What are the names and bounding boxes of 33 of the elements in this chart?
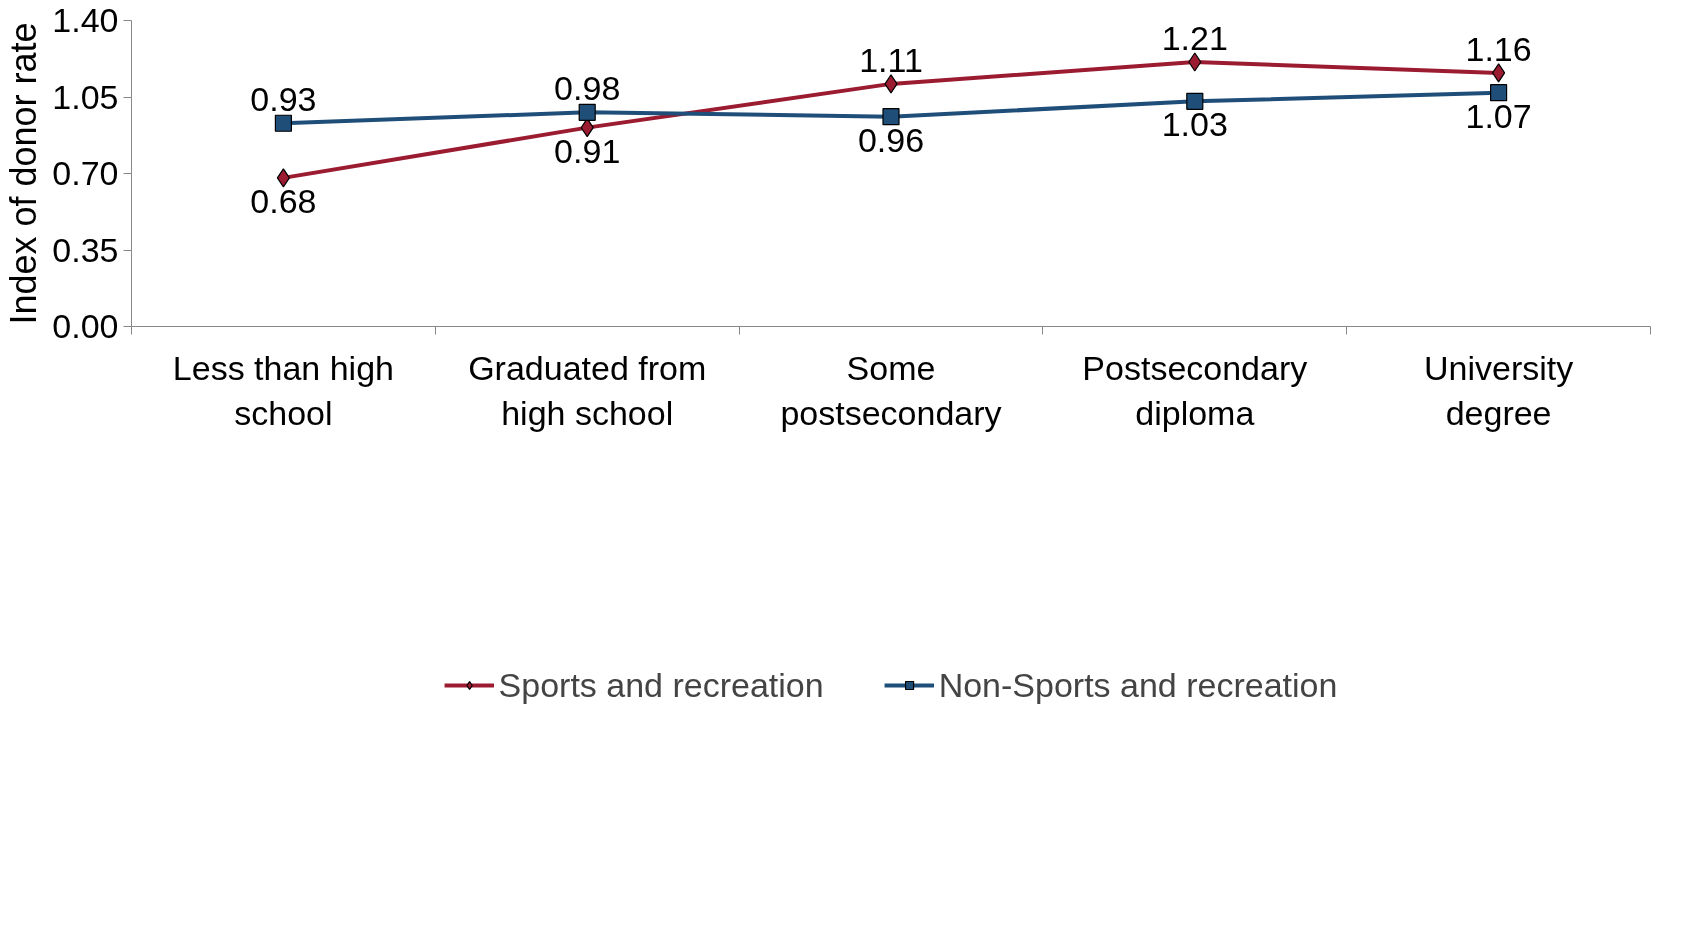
text: 0.00 bbox=[52, 307, 119, 345]
x-tick-label: Postsecondary diploma bbox=[1082, 348, 1308, 433]
x-tick-label: University degree bbox=[1423, 348, 1574, 433]
point bbox=[1490, 84, 1508, 102]
point bbox=[1186, 92, 1204, 110]
y-axis-title: Index of donor rate bbox=[3, 22, 45, 325]
legend-label: Sports and recreation bbox=[498, 665, 824, 705]
text: 0.35 bbox=[52, 230, 119, 269]
x-tick-label: Less than high school bbox=[172, 348, 394, 433]
text: 0.70 bbox=[52, 154, 119, 192]
x-tick-label: Some postsecondary bbox=[780, 348, 1002, 433]
data-label: 1.21 bbox=[1161, 19, 1228, 58]
data-label: 1.03 bbox=[1161, 105, 1228, 144]
data-label: 0.98 bbox=[554, 69, 621, 108]
data-label: 0.96 bbox=[857, 120, 925, 159]
data-label: 0.93 bbox=[250, 80, 317, 119]
point bbox=[274, 114, 292, 132]
point bbox=[276, 168, 290, 188]
data-label: 1.07 bbox=[1465, 96, 1532, 135]
point bbox=[578, 103, 596, 121]
text: 1.40 bbox=[52, 1, 119, 39]
data-label: 1.16 bbox=[1465, 29, 1532, 68]
data-label: 0.91 bbox=[554, 131, 621, 170]
data-label: 1.11 bbox=[859, 40, 923, 79]
x-tick-label: Graduated from high school bbox=[468, 348, 707, 433]
point bbox=[1188, 52, 1202, 72]
legend-label: Non-Sports and recreation bbox=[938, 665, 1338, 705]
point bbox=[1492, 63, 1506, 83]
data-label: 0.68 bbox=[250, 181, 317, 220]
point bbox=[580, 118, 594, 138]
point bbox=[882, 108, 900, 126]
point bbox=[884, 74, 898, 94]
text: 1.05 bbox=[52, 77, 119, 116]
